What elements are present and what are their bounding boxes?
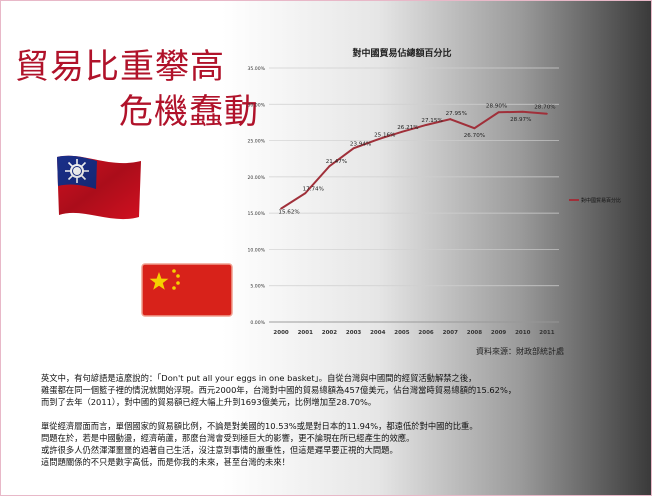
trade-share-chart: 對中國貿易佔總額百分比 0.00% 5.00% 10.00% 15.00% 20.00%… bbox=[247, 47, 621, 336]
slide-title-line1: 貿易比重攀高 bbox=[15, 47, 225, 87]
data-point bbox=[449, 118, 452, 121]
data-point bbox=[401, 130, 403, 133]
paragraph-line: 問題在於，若是中國動盪，經濟萌蘆，那麼台灣會受到極巨大的影響，更不論現在所已經產… bbox=[41, 433, 415, 443]
data-point bbox=[352, 147, 355, 150]
chart-title: 對中國貿易佔總額百分比 bbox=[352, 47, 451, 59]
data-label: 17.74% bbox=[303, 186, 324, 192]
data-label: 26.70% bbox=[464, 133, 485, 139]
data-label: 28.70% bbox=[534, 105, 555, 111]
data-point bbox=[473, 127, 476, 130]
x-tick-label: 2009 bbox=[491, 330, 506, 336]
paragraph-2: 單從經濟層面而言，單個國家的貿易額比例，不論是對美國的10.53%或是對日本的1… bbox=[41, 420, 641, 468]
y-tick-label: 25.00% bbox=[247, 139, 265, 145]
data-point bbox=[546, 112, 548, 115]
data-label: 26.21% bbox=[397, 125, 418, 131]
x-tick-label: 2007 bbox=[443, 330, 458, 336]
paragraph-1: 英文中，有句諺語是這麼說的：「Don't put all your eggs i… bbox=[41, 372, 641, 408]
data-point bbox=[328, 165, 331, 168]
y-tick-label: 15.00% bbox=[247, 211, 265, 217]
paragraph-line: 雞蛋都在同一個籃子裡的情況就開始浮現。西元2000年，台灣對中國的貿易總額為45… bbox=[41, 385, 517, 395]
data-label: 23.94% bbox=[350, 141, 371, 147]
data-point bbox=[376, 138, 379, 141]
slide-title-line2: 危機蠢動 bbox=[119, 92, 259, 132]
series-line bbox=[280, 110, 547, 210]
paragraph-line: 這問題關係的不只是數字高低，而是你我的未來，甚至台灣的未來！ bbox=[41, 457, 290, 467]
x-tick-label: 2006 bbox=[418, 330, 433, 336]
x-tick-label: 2011 bbox=[539, 330, 554, 336]
x-tick-label: 2008 bbox=[467, 330, 482, 336]
x-tick-label: 2004 bbox=[370, 330, 385, 336]
x-tick-label: 2000 bbox=[273, 330, 288, 336]
y-tick-label: 20.00% bbox=[247, 175, 265, 181]
x-tick-label: 2005 bbox=[394, 330, 409, 336]
paragraph-line: 單從經濟層面而言，單個國家的貿易額比例，不論是對美國的10.53%或是對日本的1… bbox=[41, 421, 478, 431]
x-tick-label: 2001 bbox=[298, 330, 313, 336]
paragraph-line: 而到了去年（2011），對中國的貿易額已經大幅上升到1693億美元，比例增加至2… bbox=[41, 397, 377, 407]
y-tick-label: 5.00% bbox=[250, 284, 265, 290]
data-point bbox=[497, 111, 500, 114]
paragraph-line: 或許很多人仍然渾渾噩噩的過著自己生活，沒注意到事情的嚴重性，但這是遲早要正視的大… bbox=[41, 445, 398, 455]
x-tick-label: 2003 bbox=[346, 330, 361, 336]
data-point bbox=[425, 124, 427, 126]
y-tick-label: 10.00% bbox=[247, 247, 265, 253]
data-label: 25.16% bbox=[374, 132, 395, 138]
taiwan-flag-icon bbox=[57, 155, 141, 220]
data-point bbox=[280, 207, 282, 210]
data-label: 21.47% bbox=[326, 159, 347, 165]
paragraph-line: 英文中，有句諺語是這麼說的：「Don't put all your eggs i… bbox=[41, 373, 477, 383]
y-tick-label: 35.00% bbox=[247, 66, 265, 72]
data-source: 資料來源：財政部統計處 bbox=[476, 347, 564, 356]
y-tick-label: 0.00% bbox=[250, 320, 265, 326]
x-tick-label: 2010 bbox=[515, 330, 530, 336]
data-point bbox=[304, 192, 307, 195]
china-flag-icon bbox=[141, 263, 233, 317]
data-label: 27.95% bbox=[446, 111, 467, 117]
data-label: 15.62% bbox=[278, 210, 299, 216]
data-label: 28.90% bbox=[486, 103, 507, 109]
data-label: 28.97% bbox=[510, 117, 531, 123]
legend-label: 對中國貿易百分比 bbox=[581, 197, 621, 204]
data-label: 27.15% bbox=[421, 118, 442, 124]
data-point bbox=[521, 110, 524, 113]
y-tick-label: 30.00% bbox=[247, 102, 265, 108]
x-tick-label: 2002 bbox=[322, 330, 337, 336]
